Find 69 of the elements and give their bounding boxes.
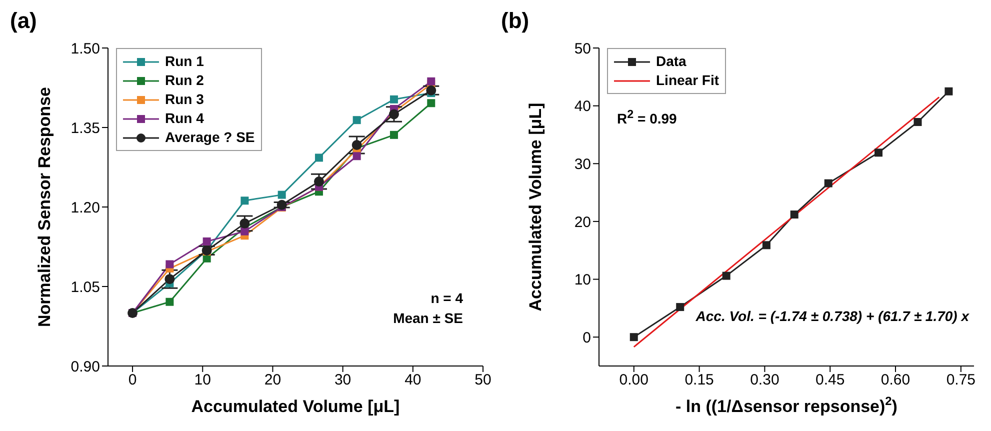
chart-title: (a)	[10, 8, 37, 34]
x-tick-label: 0.60	[880, 372, 910, 389]
point	[276, 200, 287, 210]
point	[390, 95, 398, 104]
point	[790, 210, 798, 219]
legend-label: Linear Fit	[656, 71, 720, 90]
y-tick-label: 40	[574, 98, 591, 116]
chart-title: (b)	[501, 8, 530, 34]
y-tick-label: 1.35	[70, 120, 100, 137]
annotation: Mean ± SE	[393, 310, 463, 326]
point	[314, 154, 323, 162]
annotation: n = 4	[430, 290, 463, 306]
point	[240, 196, 249, 205]
legend-label: Average ? SE	[165, 128, 255, 147]
y-tick-label: 0	[582, 329, 591, 346]
y-axis-title: Accumulated Volume [μL]	[526, 102, 545, 312]
x-tick-label: 40	[404, 372, 422, 389]
x-tick-label: 10	[194, 372, 211, 389]
point	[824, 179, 832, 188]
point	[427, 99, 436, 108]
annotation: R$^{2}$ = 0.99	[617, 108, 677, 127]
x-tick-label: 0	[128, 372, 137, 389]
point	[164, 274, 175, 284]
y-tick-label: 1.50	[70, 40, 100, 58]
legend-label: Run 1	[165, 52, 204, 71]
point	[352, 116, 361, 124]
point	[874, 148, 883, 157]
point	[630, 333, 638, 342]
x-tick-label: 0.75	[946, 372, 976, 389]
point	[390, 130, 398, 139]
point	[240, 227, 249, 236]
point	[762, 241, 770, 250]
point	[426, 85, 436, 96]
x-tick-label: 0.00	[619, 372, 648, 389]
x-axis-title: - ln ((1/Δsensor repsonse)$^{2}$)	[676, 394, 898, 416]
legend-label: Data	[656, 52, 686, 71]
y-tick-label: 50	[574, 40, 591, 58]
x-tick-label: 0.15	[684, 372, 714, 389]
legend-label: Run 4	[165, 109, 204, 128]
x-tick-label: 0.45	[816, 372, 845, 389]
x-tick-label: 0.30	[750, 372, 780, 389]
point	[240, 218, 250, 228]
point	[427, 77, 436, 86]
point	[166, 260, 174, 268]
point	[914, 118, 922, 126]
legend-label: Run 3	[165, 90, 204, 109]
legend-label: Run 2	[165, 71, 204, 90]
point	[314, 176, 324, 187]
x-axis-title: Accumulated Volume [μL]	[191, 397, 400, 416]
y-tick-label: 20	[574, 214, 591, 231]
point	[352, 152, 361, 160]
y-tick-label: 10	[574, 272, 591, 289]
annotation: Acc. Vol. = (-1.74 ± 0.738) + (61.7 ± 1.70) x	[696, 308, 969, 324]
y-tick-label: 0.90	[70, 358, 100, 376]
point	[722, 272, 730, 280]
x-tick-label: 20	[264, 372, 282, 389]
y-axis-title: Normalized Sensor Response	[35, 87, 54, 327]
point	[278, 190, 286, 199]
point	[352, 140, 362, 150]
y-tick-label: 1.05	[70, 278, 100, 296]
point	[676, 303, 684, 312]
point	[388, 109, 399, 120]
y-tick-label: 1.20	[70, 199, 100, 216]
point	[166, 298, 174, 306]
point	[202, 237, 211, 246]
x-tick-label: 30	[334, 372, 352, 389]
point	[944, 87, 953, 96]
y-tick-label: 30	[574, 156, 591, 173]
x-tick-label: 50	[474, 372, 492, 389]
